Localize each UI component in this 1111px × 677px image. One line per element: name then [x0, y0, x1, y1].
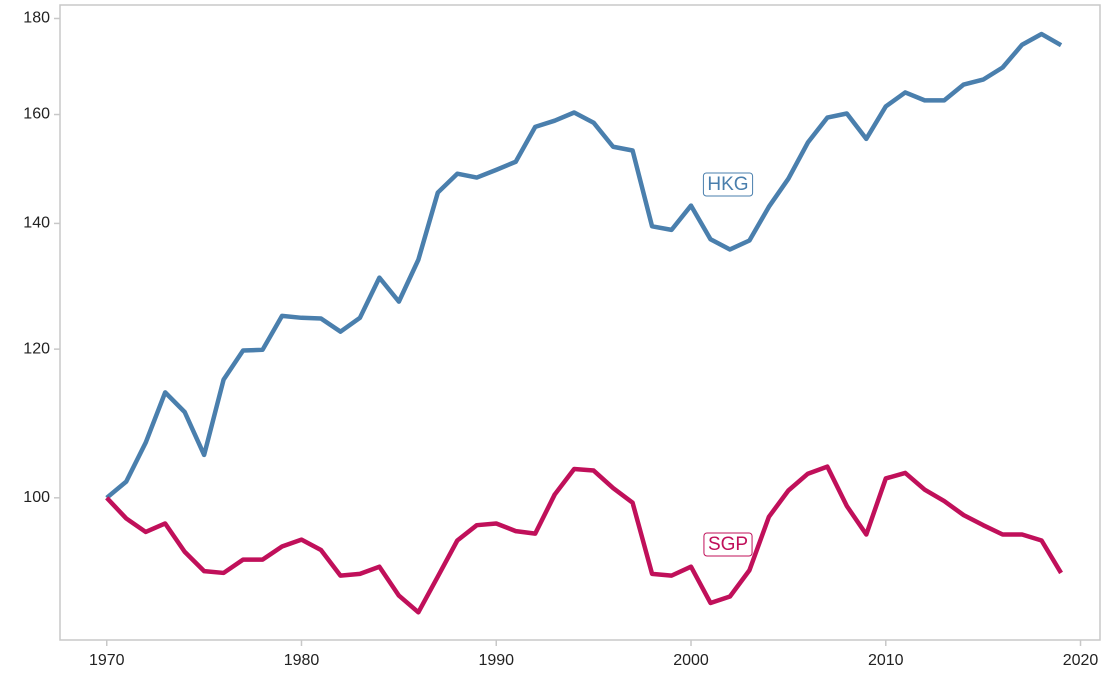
x-tick-label: 2010 — [868, 652, 904, 669]
line-series — [105, 464, 1063, 615]
legend-box — [703, 532, 753, 557]
y-tick-label: 180 — [23, 10, 50, 27]
x-tick-label: 2020 — [1063, 652, 1099, 669]
y-tick-label: 120 — [23, 340, 50, 357]
x-tick-label: 1990 — [478, 652, 514, 669]
plot-frame — [59, 4, 1101, 641]
line-series — [105, 31, 1063, 500]
x-tick-label: 1970 — [89, 652, 125, 669]
series-label: HKG — [707, 174, 748, 195]
y-tick-label: 140 — [23, 215, 50, 232]
y-tick-label: 160 — [23, 106, 50, 123]
x-tick-label: 1980 — [284, 652, 320, 669]
x-tick-label: 2000 — [673, 652, 709, 669]
y-tick-label: 100 — [23, 489, 50, 506]
series-label: SGP — [708, 534, 748, 555]
legend-box — [702, 172, 754, 197]
